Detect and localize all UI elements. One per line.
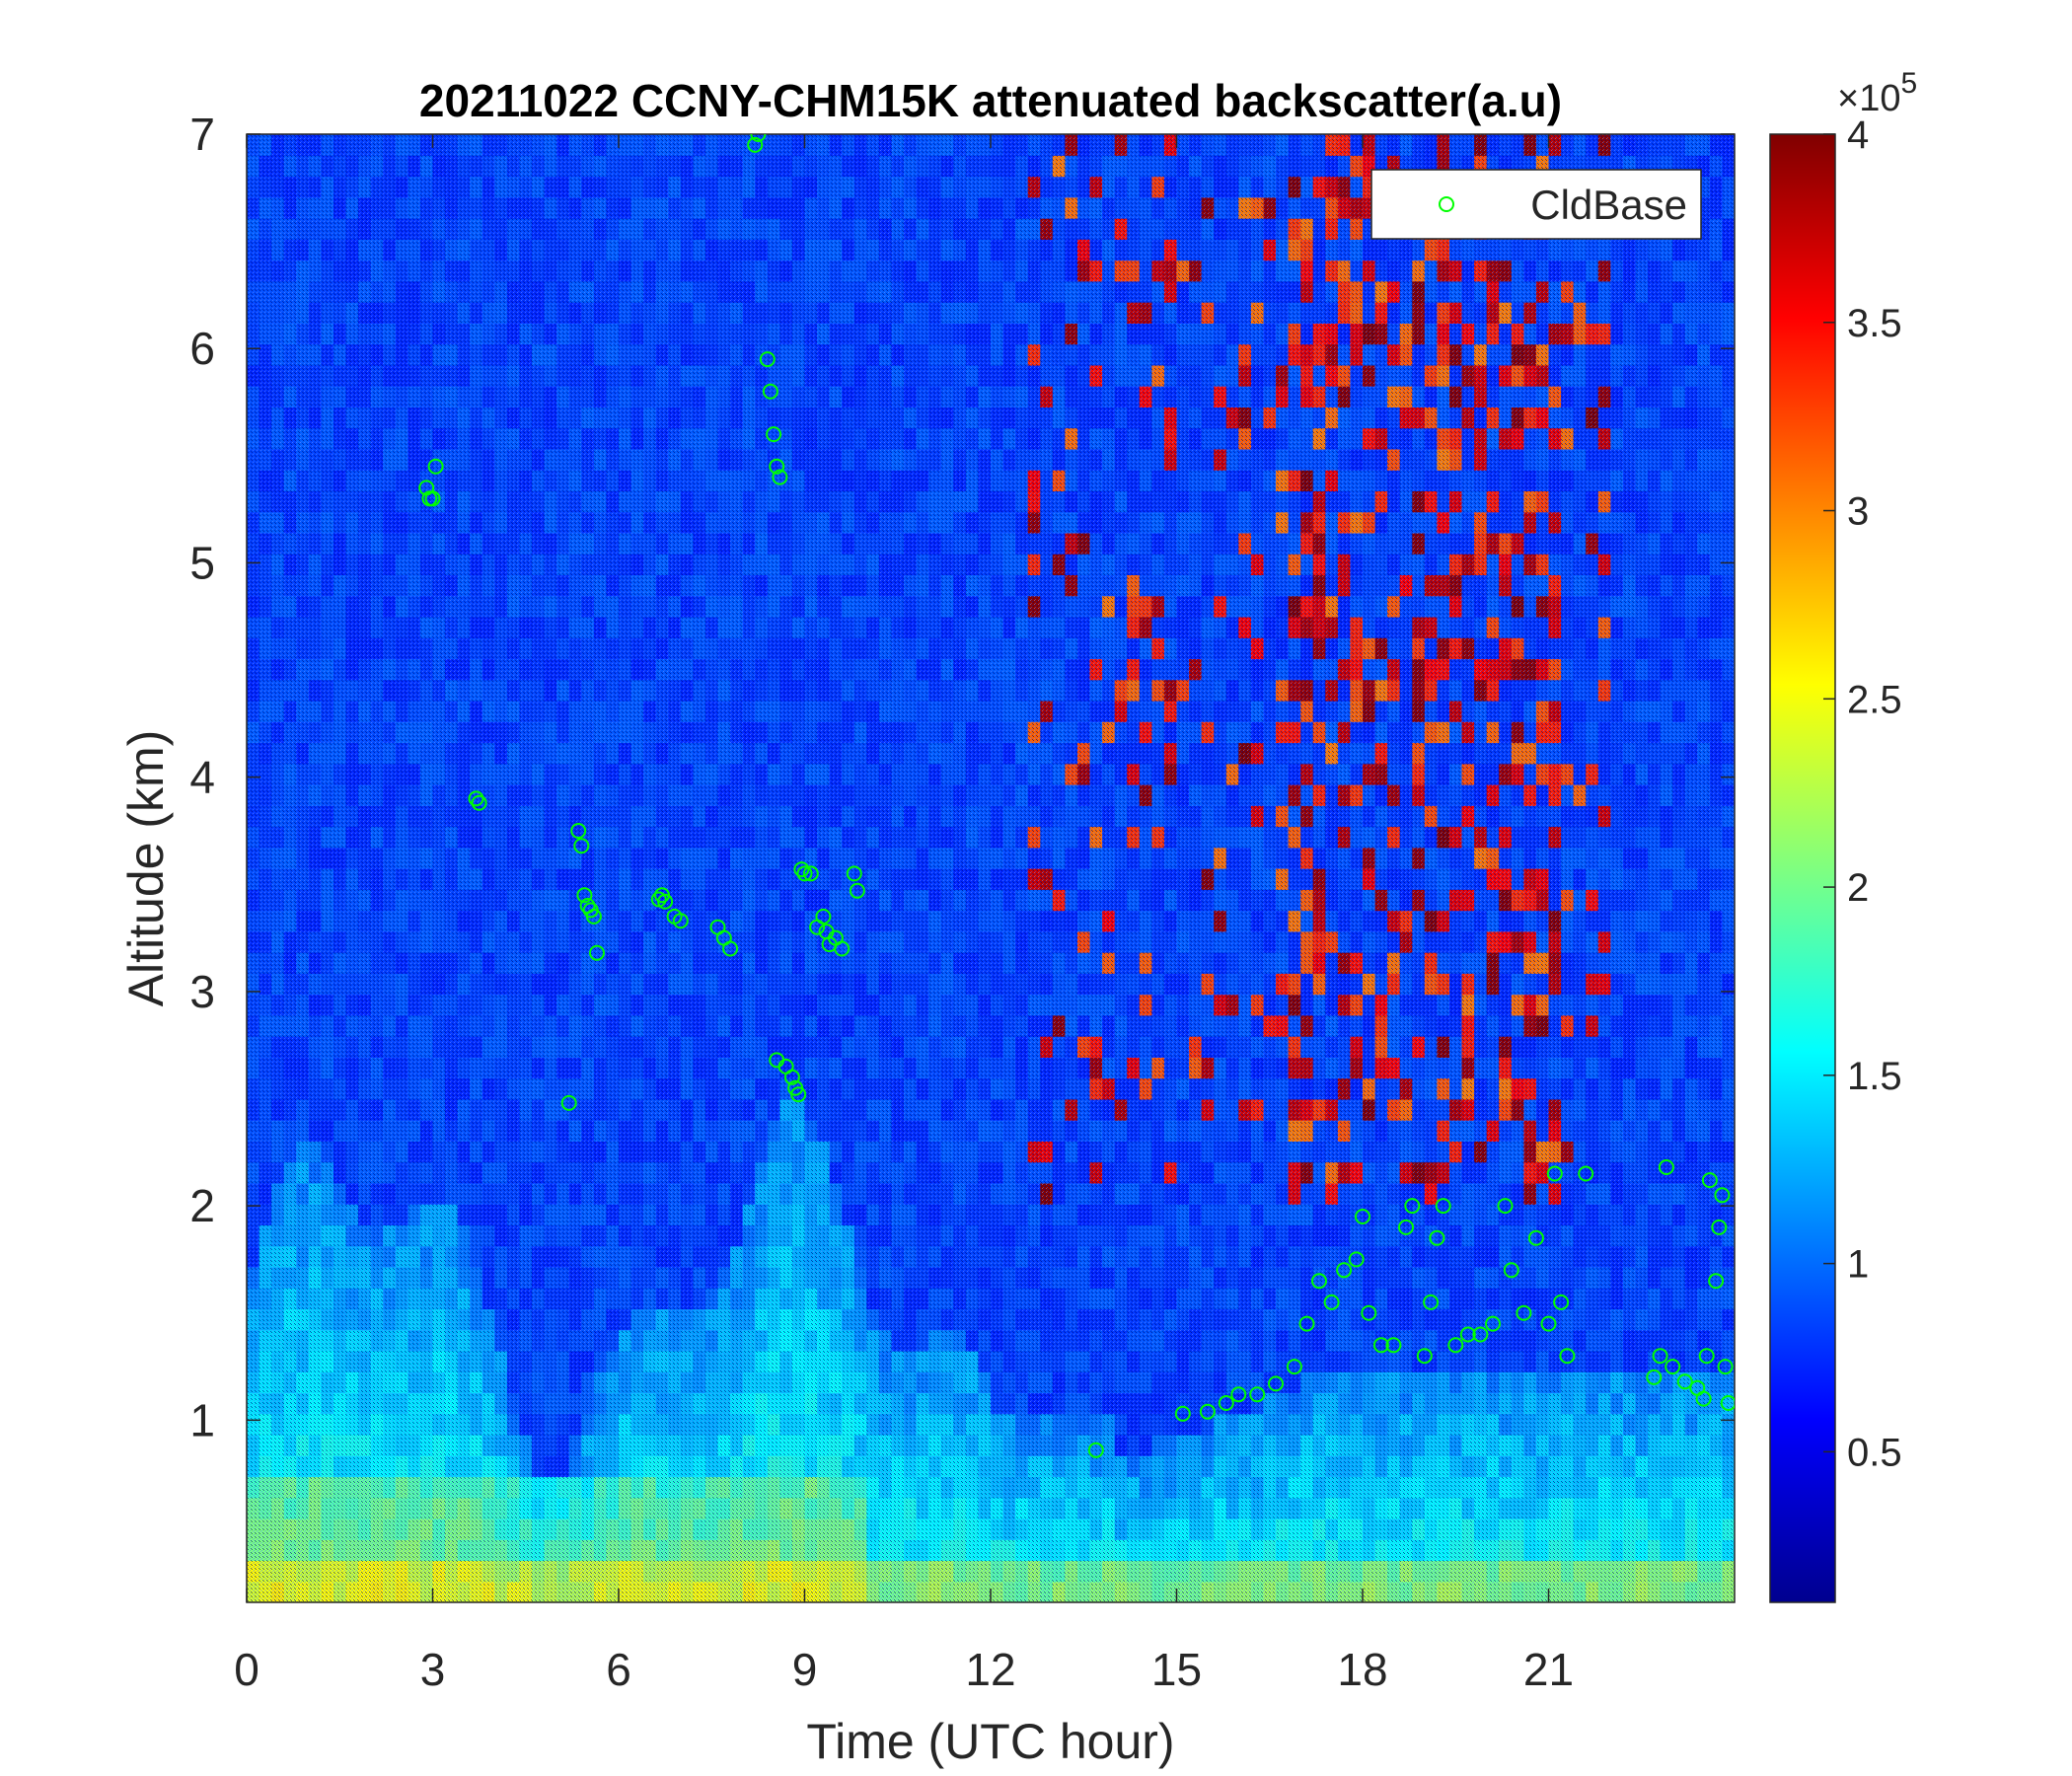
heatmap bbox=[247, 134, 1735, 1602]
